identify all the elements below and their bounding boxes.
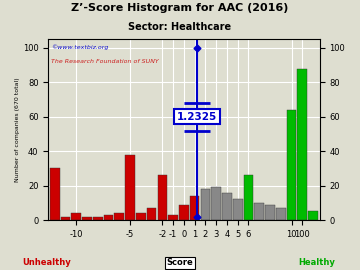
Bar	[179, 205, 189, 220]
Bar	[297, 69, 307, 220]
Text: 1.2325: 1.2325	[177, 112, 217, 122]
Bar	[93, 217, 103, 220]
Bar	[265, 205, 275, 220]
Text: The Research Foundation of SUNY: The Research Foundation of SUNY	[51, 59, 159, 64]
Bar	[168, 215, 178, 220]
Bar	[222, 193, 232, 220]
Bar	[276, 208, 285, 220]
Bar	[125, 155, 135, 220]
Text: Z’-Score Histogram for AAC (2016): Z’-Score Histogram for AAC (2016)	[71, 3, 289, 13]
Bar	[190, 196, 199, 220]
Bar	[71, 213, 81, 220]
Bar	[104, 215, 113, 220]
Bar	[50, 168, 59, 220]
Bar	[114, 213, 124, 220]
Text: Healthy: Healthy	[298, 258, 335, 267]
Bar	[201, 189, 210, 220]
Bar	[211, 187, 221, 220]
Bar	[233, 200, 243, 220]
Text: Score: Score	[167, 258, 193, 267]
Bar	[147, 208, 157, 220]
Bar	[244, 175, 253, 220]
Text: Unhealthy: Unhealthy	[22, 258, 71, 267]
Y-axis label: Number of companies (670 total): Number of companies (670 total)	[15, 77, 20, 182]
Bar	[308, 211, 318, 220]
Bar	[158, 175, 167, 220]
Bar	[136, 213, 146, 220]
Text: Sector: Healthcare: Sector: Healthcare	[129, 22, 231, 32]
Bar	[60, 217, 70, 220]
Text: ©www.textbiz.org: ©www.textbiz.org	[51, 45, 108, 50]
Bar	[255, 203, 264, 220]
Bar	[287, 110, 296, 220]
Bar	[82, 217, 92, 220]
